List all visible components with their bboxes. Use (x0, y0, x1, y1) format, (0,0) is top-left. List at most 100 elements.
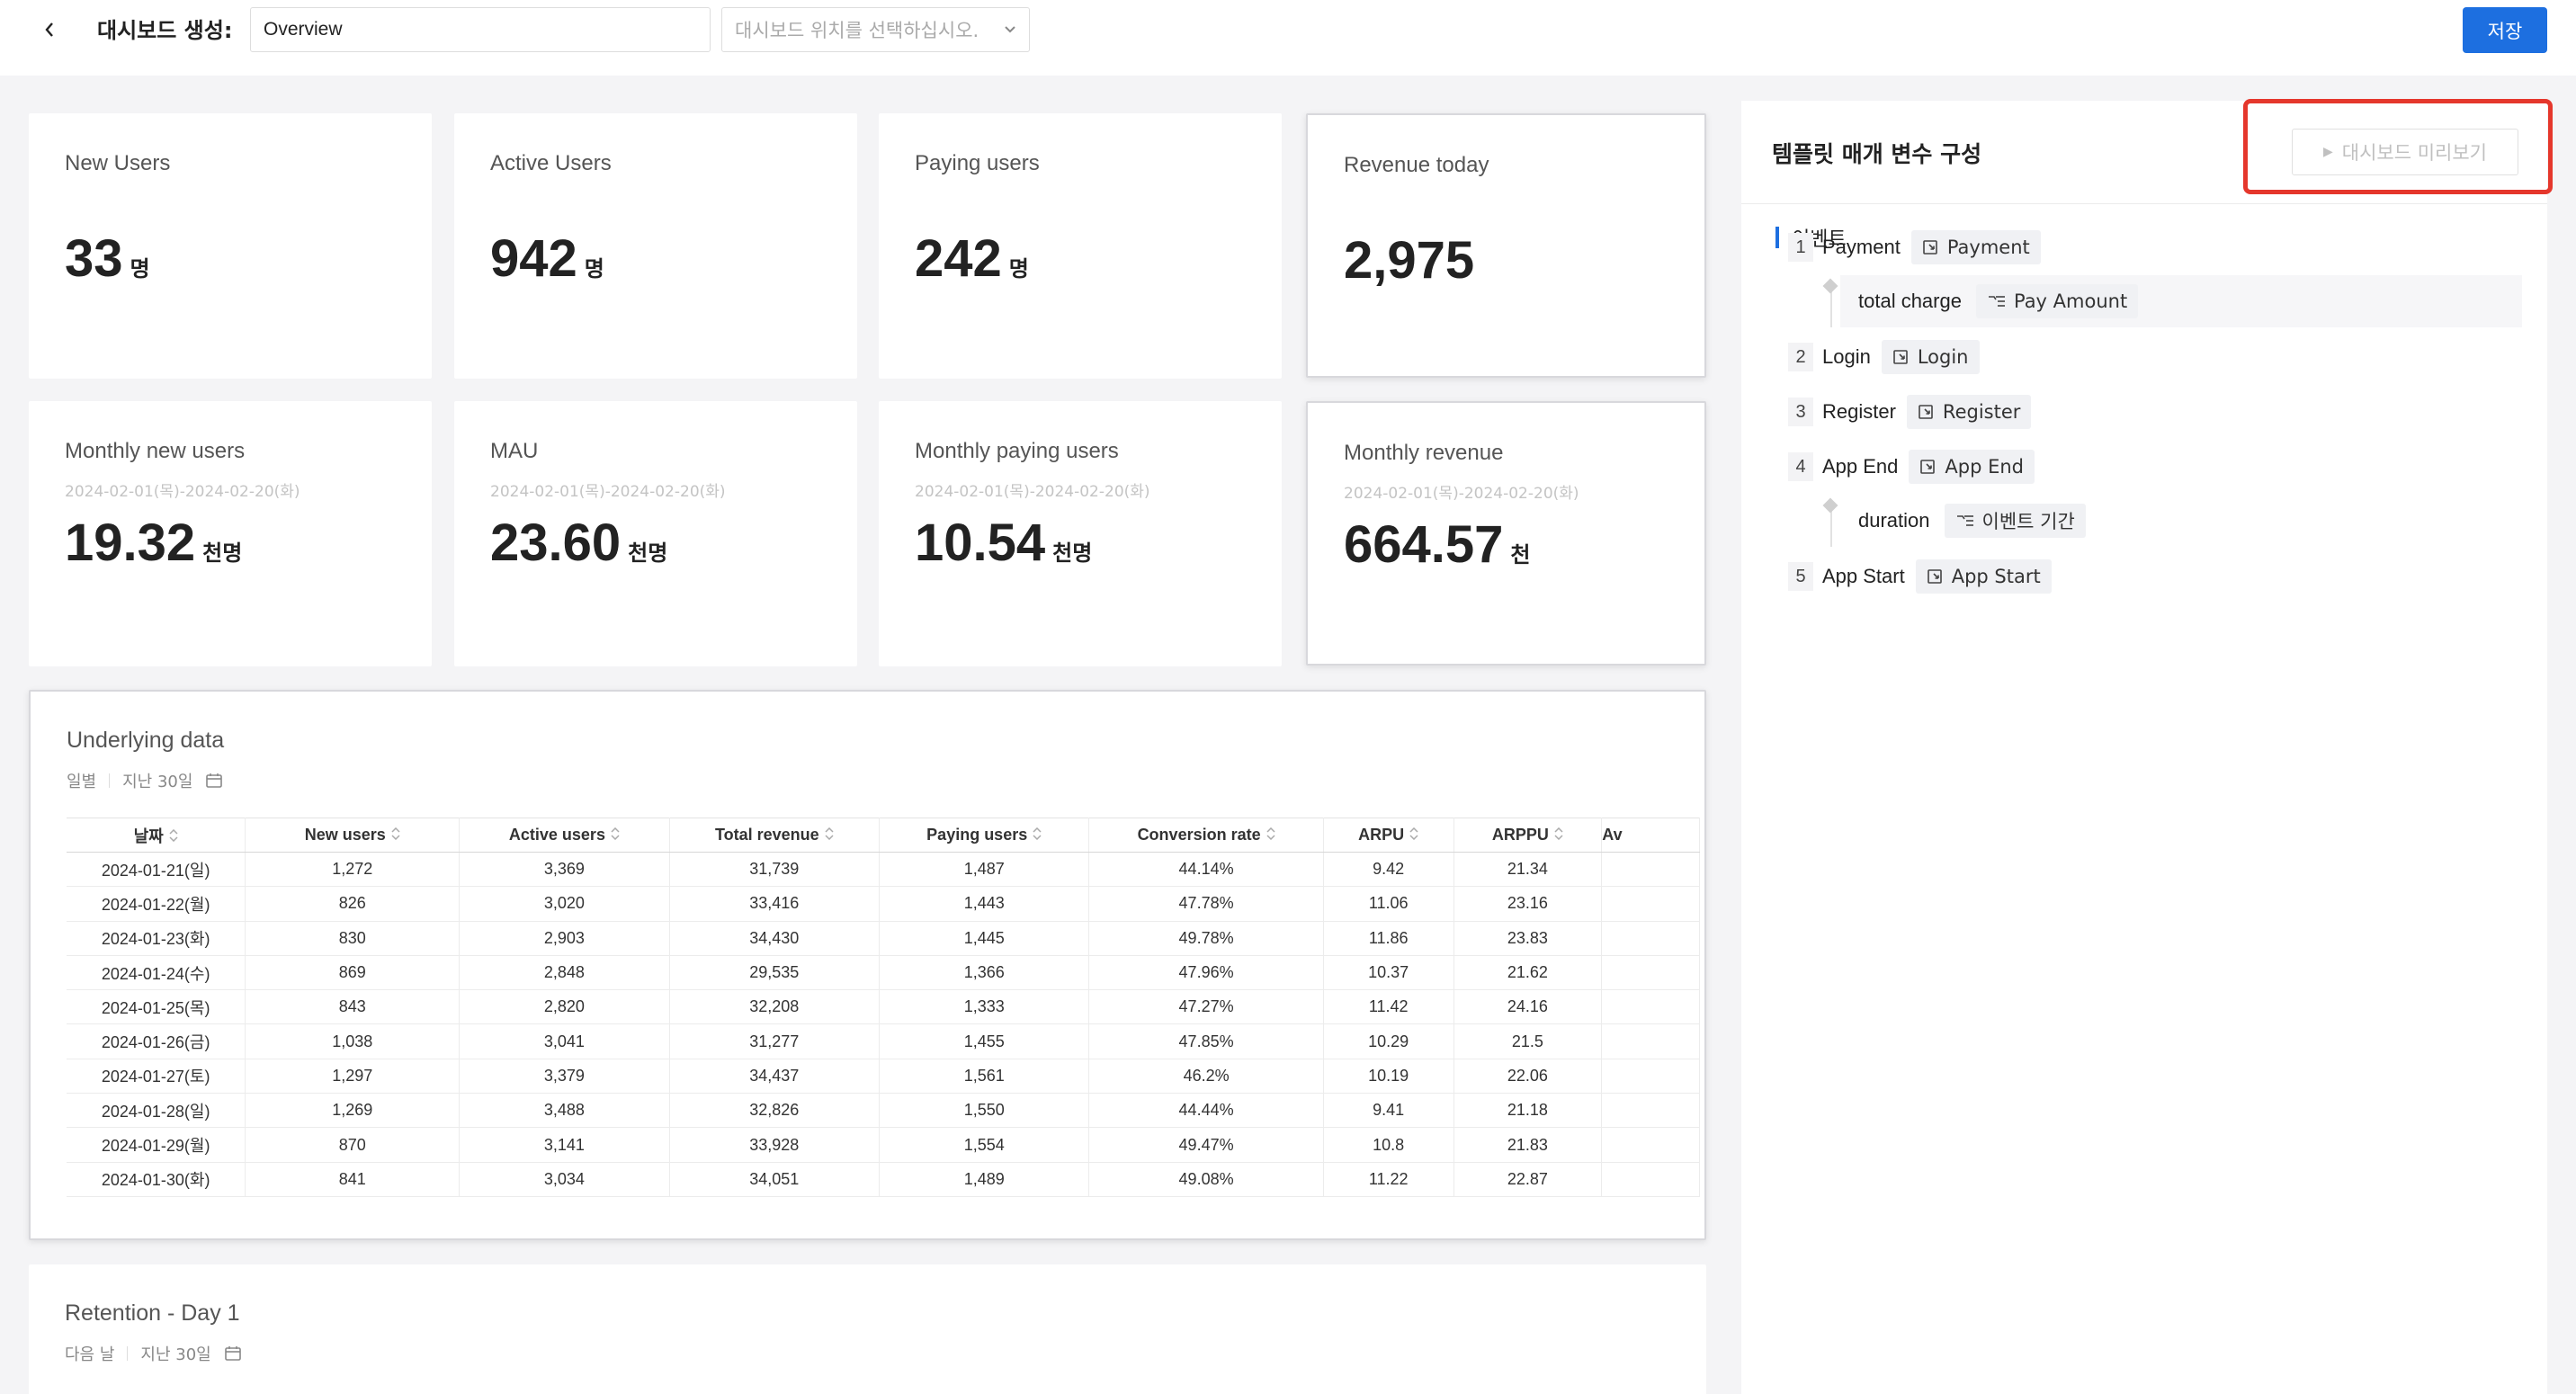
table-header-row: 날짜 New users Active users Total revenue Payi… (67, 818, 1700, 853)
event-name: Payment (1822, 236, 1901, 258)
table-cell: 1,561 (879, 1059, 1090, 1095)
kpi-unit: 명 (130, 256, 150, 281)
column-header-label: Active users (508, 825, 605, 844)
kpi-card-revenue-today[interactable]: Revenue today 2,975 (1306, 113, 1706, 378)
event-row[interactable]: 5 App Start App Start (1788, 558, 2052, 594)
sort-icon[interactable] (391, 826, 400, 844)
property-mapping-chip[interactable]: Pay Amount (1975, 284, 2139, 318)
table-cell: 1,489 (879, 1162, 1090, 1197)
kpi-value: 242 명 (915, 228, 1029, 289)
sort-icon[interactable] (825, 826, 834, 844)
column-header-label: Paying users (926, 825, 1028, 844)
column-header[interactable]: Paying users (879, 818, 1090, 853)
sort-icon[interactable] (1033, 826, 1042, 844)
event-mapping-chip[interactable]: Login (1881, 340, 1980, 374)
event-mapping-chip[interactable]: Payment (1910, 230, 2041, 264)
column-header[interactable]: Total revenue (669, 818, 881, 853)
chip-label: 이벤트 기간 (1981, 511, 2075, 532)
sort-icon[interactable] (611, 826, 620, 844)
table-cell: 49.47% (1088, 1127, 1324, 1163)
save-button[interactable]: 저장 (2463, 7, 2547, 53)
dashboard-location-select[interactable]: 대시보드 위치를 선택하십시오. (721, 7, 1030, 52)
table-cell: 49.08% (1088, 1162, 1324, 1197)
event-name: Register (1822, 400, 1896, 423)
preview-button-label: 대시보드 미리보기 (2341, 142, 2488, 164)
event-row[interactable]: 1 Payment Payment (1788, 229, 2041, 265)
table-cell: 9.42 (1323, 852, 1454, 888)
group-accent-bar (1775, 227, 1779, 248)
column-header[interactable]: 날짜 (67, 818, 246, 853)
sort-icon[interactable] (1409, 826, 1418, 844)
kpi-unit: 천명 (628, 541, 668, 566)
table-cell: 2024-01-26(금) (67, 1023, 246, 1059)
chevron-left-icon (45, 22, 53, 37)
sort-icon[interactable] (1554, 826, 1563, 844)
property-connector-line (1830, 286, 1832, 327)
column-header[interactable]: New users (245, 818, 461, 853)
property-icon (1987, 293, 2014, 309)
table-cell: 31,739 (669, 852, 881, 888)
underlying-data-table-wrap[interactable]: 날짜 New users Active users Total revenue Payi… (67, 818, 1700, 1222)
event-icon (1918, 403, 1943, 421)
table-cell: 826 (245, 886, 461, 922)
event-mapping-chip[interactable]: App End (1909, 450, 2035, 484)
column-header[interactable]: ARPU (1323, 818, 1454, 853)
table-cell: 1,487 (879, 852, 1090, 888)
calendar-icon[interactable] (205, 772, 223, 790)
table-cell (1601, 989, 1700, 1025)
kpi-number: 23.60 (490, 514, 622, 572)
kpi-card-mau[interactable]: MAU 2024-02-01(목)-2024-02-20(화) 23.60 천명 (454, 401, 857, 666)
table-cell: 10.19 (1323, 1059, 1454, 1095)
event-row[interactable]: 2 Login Login (1788, 339, 1980, 375)
kpi-card-monthly-paying-users[interactable]: Monthly paying users 2024-02-01(목)-2024-… (879, 401, 1282, 666)
back-button[interactable] (36, 16, 63, 43)
column-header[interactable]: Av (1601, 818, 1700, 853)
kpi-card-monthly-revenue[interactable]: Monthly revenue 2024-02-01(목)-2024-02-20… (1306, 401, 1706, 666)
table-row: 2024-01-22(월) 826 3,020 33,416 1,443 47.78% 11… (67, 886, 1700, 922)
column-header[interactable]: Conversion rate (1088, 818, 1324, 853)
property-row[interactable]: total charge Pay Amount (1822, 275, 2522, 327)
event-mapping-chip[interactable]: Register (1906, 395, 2032, 429)
period-label: 일별 (67, 773, 97, 791)
chip-label: Payment (1946, 237, 2030, 258)
column-header[interactable]: Active users (459, 818, 670, 853)
sort-icon[interactable] (1266, 826, 1275, 844)
calendar-icon[interactable] (224, 1345, 242, 1363)
property-row[interactable]: duration 이벤트 기간 (1822, 495, 2086, 547)
kpi-number: 664.57 (1344, 515, 1504, 574)
underlying-data-card[interactable]: Underlying data 일별 지난 30일 날짜 New users Act… (29, 690, 1706, 1240)
table-cell: 2024-01-28(일) (67, 1093, 246, 1129)
event-mapping-chip[interactable]: App Start (1915, 559, 2052, 594)
event-row[interactable]: 4 App End App End (1788, 449, 2035, 485)
kpi-number: 19.32 (65, 514, 196, 572)
event-index: 2 (1788, 343, 1813, 371)
dashboard-name-input[interactable] (250, 7, 711, 52)
table-cell: 32,826 (669, 1093, 881, 1129)
column-header[interactable]: ARPPU (1453, 818, 1603, 853)
table-cell: 21.62 (1453, 955, 1603, 991)
table-cell: 1,554 (879, 1127, 1090, 1163)
header-bar: 대시보드 생성: 대시보드 위치를 선택하십시오. 저장 (0, 0, 2576, 76)
sort-icon[interactable] (169, 827, 178, 846)
table-cell: 1,455 (879, 1023, 1090, 1059)
property-mapping-chip[interactable]: 이벤트 기간 (1944, 504, 2086, 538)
play-icon: ▶ (2322, 145, 2333, 159)
kpi-card-paying-users[interactable]: Paying users 242 명 (879, 113, 1282, 379)
event-index: 5 (1788, 562, 1813, 591)
dashboard-preview-button[interactable]: ▶ 대시보드 미리보기 (2292, 129, 2518, 175)
page-title: 대시보드 생성: (97, 18, 233, 43)
kpi-title: Monthly paying users (915, 439, 1119, 463)
table-cell (1601, 852, 1700, 888)
table-cell: 22.87 (1453, 1162, 1603, 1197)
event-row[interactable]: 3 Register Register (1788, 394, 2032, 430)
table-cell: 2,903 (459, 921, 670, 956)
table-cell: 21.83 (1453, 1127, 1603, 1163)
table-cell: 1,333 (879, 989, 1090, 1025)
kpi-card-active-users[interactable]: Active Users 942 명 (454, 113, 857, 379)
kpi-card-new-users[interactable]: New Users 33 명 (29, 113, 432, 379)
kpi-card-monthly-new-users[interactable]: Monthly new users 2024-02-01(목)-2024-02-… (29, 401, 432, 666)
table-cell: 3,369 (459, 852, 670, 888)
table-cell: 1,272 (245, 852, 461, 888)
kpi-value: 33 명 (65, 228, 150, 289)
retention-card[interactable]: Retention - Day 1 다음 날 지난 30일 (29, 1264, 1706, 1394)
